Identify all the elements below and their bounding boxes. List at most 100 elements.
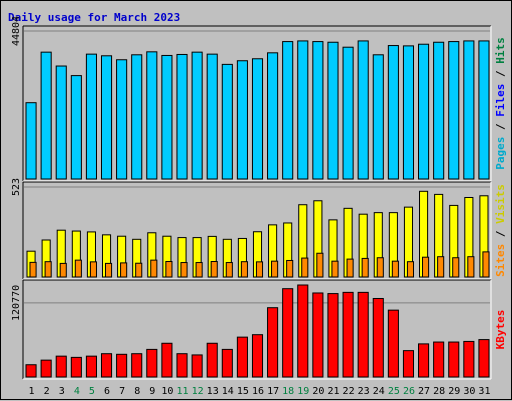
legend-part: / [494,224,507,244]
bar-hits-day-28 [433,41,445,180]
bar-hits-day-31 [478,40,490,180]
bar-sites-day-2 [44,261,52,278]
bar-sites-day-26 [406,261,415,278]
bar-kbytes-day-17 [267,307,279,378]
bar-kbytes-day-2 [40,359,52,378]
bar-sites-day-21 [331,260,339,278]
bar-hits-day-10 [161,54,173,180]
x-tick-day-31: 31 [478,386,490,397]
x-tick-day-30: 30 [463,386,475,397]
bar-kbytes-day-11 [176,353,188,378]
bar-hits-day-21 [327,41,339,180]
bar-kbytes-day-30 [463,340,475,378]
panel-sites-visits-legend: Sites / Visits [494,184,507,277]
panel-kbytes-ymax-label: 120770 [11,285,22,321]
bar-sites-day-15 [240,261,248,278]
bar-sites-day-10 [165,261,173,278]
bar-kbytes-day-13 [206,342,218,378]
bar-sites-day-14 [225,262,233,278]
bar-kbytes-day-28 [433,341,445,378]
bar-sites-day-12 [195,262,203,278]
bar-kbytes-day-9 [146,348,158,378]
x-tick-day-1: 1 [29,386,35,397]
bar-sites-day-25 [391,260,399,278]
x-tick-day-23: 23 [358,386,370,397]
bar-sites-day-1 [29,261,37,278]
x-tick-day-8: 8 [134,386,140,397]
bar-hits-day-11 [176,53,188,180]
x-tick-day-20: 20 [312,386,324,397]
bar-hits-day-24 [372,54,384,180]
bar-kbytes-day-12 [191,354,203,378]
bar-hits-day-23 [357,40,369,180]
bar-kbytes-day-3 [55,355,67,378]
bar-kbytes-day-14 [221,348,233,378]
bar-hits-day-3 [55,65,67,180]
bar-kbytes-day-1 [25,364,37,378]
bar-kbytes-day-18 [282,288,294,378]
bar-sites-day-20 [316,252,324,278]
bar-kbytes-day-4 [70,356,82,378]
bar-kbytes-day-10 [161,342,173,378]
x-tick-day-24: 24 [373,386,385,397]
bar-hits-day-26 [402,45,415,180]
x-tick-day-10: 10 [161,386,173,397]
legend-part: KBytes [494,310,507,350]
bar-hits-day-6 [100,55,113,180]
x-tick-day-26: 26 [403,386,415,397]
bar-hits-day-17 [267,52,279,180]
bar-sites-day-13 [210,261,218,278]
legend-part: Pages [494,137,507,170]
bar-sites-day-8 [135,262,143,278]
bar-hits-day-8 [131,54,143,180]
bar-hits-day-15 [236,60,248,180]
x-tick-day-28: 28 [433,386,445,397]
bar-sites-day-28 [437,256,445,278]
bar-sites-day-3 [59,262,67,278]
bar-hits-day-7 [116,59,128,180]
bar-sites-day-29 [452,257,460,278]
bar-hits-day-14 [221,63,233,180]
bar-kbytes-day-20 [312,292,324,378]
x-tick-day-16: 16 [252,386,264,397]
bar-kbytes-day-24 [372,297,384,378]
bar-hits-day-2 [40,51,52,180]
x-tick-day-25: 25 [388,386,400,397]
bar-hits-day-9 [146,51,158,180]
bar-kbytes-day-19 [297,284,309,378]
panel-sites-visits-ymax-label: 523 [11,178,22,196]
panel-kbytes-legend: KBytes [494,310,507,350]
x-tick-day-6: 6 [104,386,110,397]
bar-sites-day-6 [104,262,113,278]
x-tick-day-22: 22 [343,386,355,397]
bar-sites-day-30 [467,256,475,278]
x-tick-day-3: 3 [59,386,65,397]
bar-kbytes-day-16 [251,334,264,378]
x-tick-day-18: 18 [282,386,294,397]
bar-kbytes-day-21 [327,293,339,378]
bar-hits-day-27 [418,43,430,180]
bar-hits-day-16 [251,58,264,180]
bar-hits-day-25 [387,45,399,180]
bar-kbytes-day-31 [478,339,490,378]
legend-part: Files [494,84,507,117]
legend-part: Sites [494,244,507,277]
bar-hits-day-1 [25,102,37,180]
bar-hits-day-4 [70,75,82,180]
legend-part: / [494,117,507,137]
bar-sites-day-7 [120,262,128,278]
bar-hits-day-12 [191,51,203,180]
bar-hits-day-30 [463,40,475,180]
bar-kbytes-day-15 [236,336,248,378]
bar-kbytes-day-26 [402,350,415,378]
bar-sites-day-4 [74,259,82,278]
x-tick-day-5: 5 [89,386,95,397]
bar-hits-day-5 [85,53,97,180]
x-tick-day-7: 7 [119,386,125,397]
legend-part: Hits [494,37,507,64]
bar-kbytes-day-5 [85,355,97,378]
bar-kbytes-day-29 [448,341,460,378]
bar-hits-day-22 [342,46,354,180]
x-tick-day-21: 21 [327,386,339,397]
